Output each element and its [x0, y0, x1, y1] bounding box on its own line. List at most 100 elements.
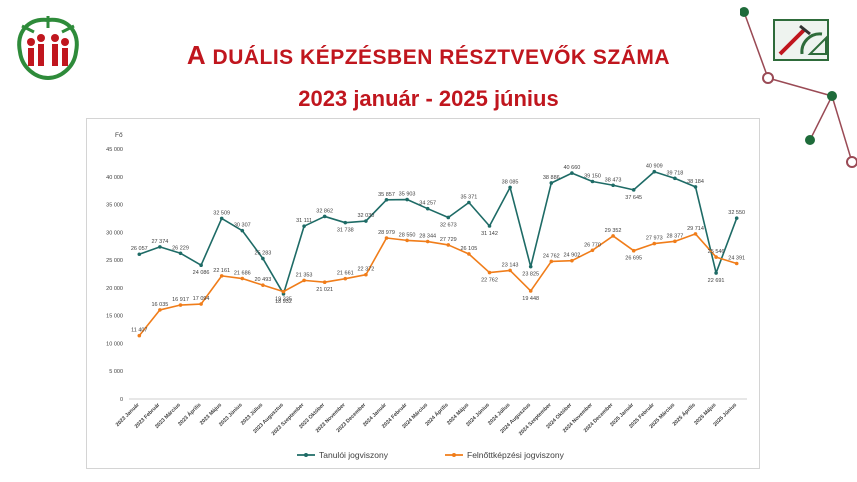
data-point-1	[137, 252, 142, 257]
data-label-1: 32 862	[316, 208, 333, 214]
data-point-2	[405, 238, 409, 243]
data-point-1	[673, 176, 677, 181]
data-label-2: 21 353	[296, 272, 313, 278]
series-line-2	[138, 233, 737, 337]
line-chart: Fő 0 5 000 10 000 15 000 20 000 25 000 30 000 35…	[106, 132, 747, 460]
data-point-1	[199, 263, 203, 267]
y-tick-label: 30 000	[106, 230, 123, 236]
data-label-2: 24 902	[563, 253, 580, 259]
data-label-1: 37 645	[625, 195, 642, 201]
data-point-2	[446, 243, 451, 247]
data-label-1: 31 111	[296, 218, 312, 224]
data-point-1	[364, 219, 368, 223]
data-point-2	[467, 252, 471, 256]
y-tick-label: 20 000	[106, 286, 123, 292]
data-point-2	[302, 278, 306, 283]
legend-marker-1	[304, 453, 308, 457]
data-label-1: 31 738	[337, 228, 354, 234]
data-point-1	[549, 181, 554, 185]
data-label-2: 28 979	[378, 230, 395, 236]
data-point-1	[178, 251, 183, 256]
data-point-2	[384, 236, 389, 240]
data-label-1: 32 030	[357, 213, 374, 219]
data-point-1	[652, 169, 657, 174]
data-point-1	[467, 200, 471, 205]
data-label-1: 32 509	[213, 210, 230, 216]
data-point-2	[734, 261, 739, 266]
data-label-1: 35 903	[399, 192, 416, 198]
data-label-2: 27 729	[440, 237, 457, 243]
data-label-1: 34 257	[419, 201, 436, 207]
data-label-2: 29 714	[687, 226, 704, 232]
data-point-2	[261, 283, 265, 287]
data-label-2: 22 372	[357, 267, 374, 273]
data-label-1: 39 150	[584, 174, 601, 180]
chart-frame: Fő 0 5 000 10 000 15 000 20 000 25 000 30 000 35…	[86, 118, 760, 469]
data-label-1: 38 184	[687, 179, 704, 185]
data-point-2	[137, 333, 142, 338]
data-label-1: 32 673	[440, 222, 457, 228]
data-point-2	[158, 308, 162, 312]
data-label-1: 35 371	[460, 194, 477, 200]
data-label-1: 30 307	[234, 223, 251, 229]
data-point-2	[178, 303, 183, 307]
data-point-2	[673, 239, 677, 244]
data-label-1: 40 909	[646, 164, 663, 170]
data-point-2	[631, 248, 636, 253]
data-point-1	[590, 179, 595, 184]
data-label-1: 27 374	[151, 239, 168, 245]
series-line-1	[139, 170, 738, 295]
data-label-2: 17 094	[193, 296, 210, 302]
data-point-1	[631, 188, 636, 192]
data-point-2	[425, 239, 430, 244]
data-label-1: 40 660	[563, 165, 580, 171]
data-label-2: 26 770	[584, 242, 601, 248]
data-label-2: 22 762	[481, 278, 498, 284]
data-label-2: 16 917	[172, 297, 189, 303]
data-point-2	[528, 289, 533, 293]
data-point-1	[158, 245, 162, 249]
title-rest: DUÁLIS KÉPZÉSBEN RÉSZTVEVŐK SZÁMA	[206, 46, 671, 69]
data-point-2	[219, 274, 224, 278]
data-point-2	[343, 276, 348, 281]
data-point-2	[652, 241, 657, 246]
data-label-2: 28 344	[419, 234, 436, 240]
data-point-1	[425, 206, 430, 211]
data-label-2: 26 695	[625, 256, 642, 262]
title-first-letter: A	[186, 40, 207, 70]
data-label-2: 28 377	[666, 233, 683, 239]
people-tree-logo-icon	[17, 16, 79, 81]
data-label-1: 26 229	[172, 245, 189, 251]
data-point-2	[322, 280, 327, 285]
y-tick-label: 10 000	[106, 341, 123, 347]
data-label-1: 23 825	[522, 272, 539, 278]
data-point-2	[590, 248, 595, 253]
data-point-1	[734, 216, 739, 220]
data-point-1	[714, 271, 718, 275]
data-label-1: 18 932	[275, 299, 292, 305]
y-tick-label: 15 000	[106, 314, 123, 320]
y-tick-label: 35 000	[106, 203, 123, 209]
data-point-1	[611, 183, 615, 188]
data-point-2	[570, 258, 574, 263]
data-point-2	[364, 272, 368, 277]
data-point-1	[570, 171, 574, 175]
data-label-1: 26 057	[131, 246, 148, 252]
data-label-2: 23 143	[502, 262, 519, 268]
data-label-2: 29 352	[605, 228, 622, 234]
data-point-2	[549, 259, 554, 264]
y-tick-label: 25 000	[106, 258, 123, 264]
data-label-2: 26 105	[460, 246, 477, 252]
data-label-2: 21 661	[337, 271, 354, 277]
data-point-2	[714, 255, 718, 259]
data-point-2	[281, 289, 286, 294]
legend-marker-2	[452, 453, 456, 457]
data-point-1	[405, 197, 409, 202]
data-point-1	[240, 228, 245, 233]
data-point-2	[487, 270, 492, 275]
data-point-1	[446, 215, 451, 220]
data-label-2: 24 762	[543, 253, 560, 259]
data-label-2: 21 686	[234, 271, 251, 277]
y-tick-label: 0	[120, 397, 123, 403]
data-point-1	[261, 256, 265, 261]
